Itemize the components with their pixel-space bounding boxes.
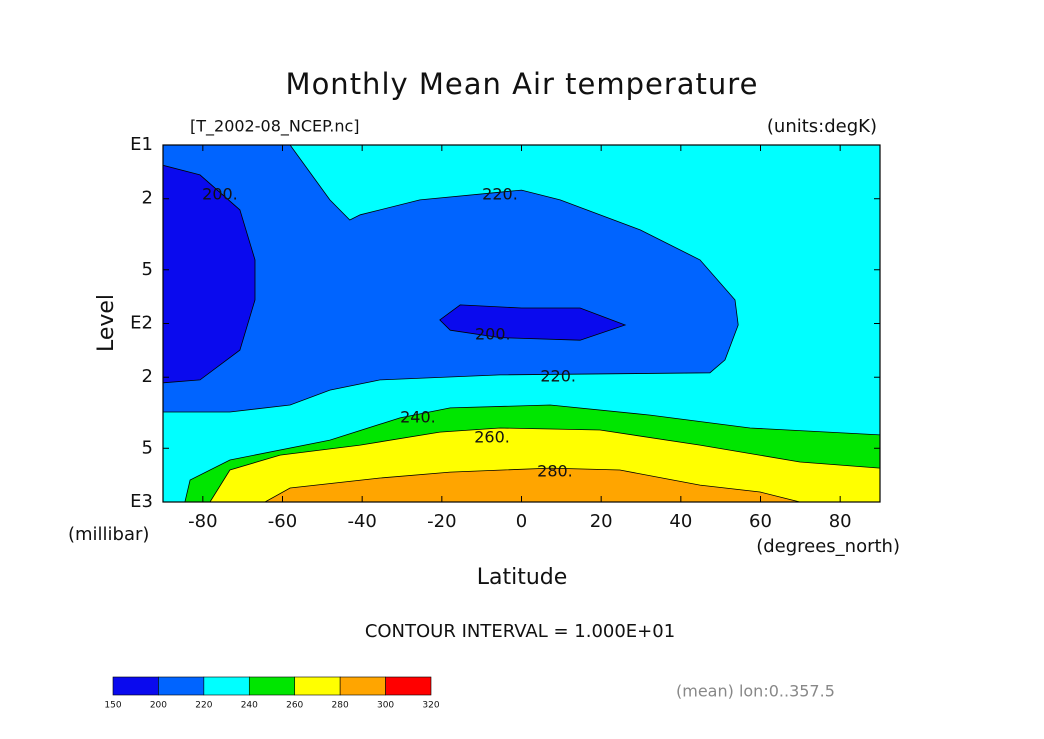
x-tick-label: 60 bbox=[749, 511, 772, 532]
colorbar-box bbox=[294, 676, 341, 696]
colorbar-box bbox=[203, 676, 250, 696]
y-unit: (millibar) bbox=[68, 524, 149, 545]
colorbar-label: 200 bbox=[150, 701, 167, 711]
colorbar-label: 150 bbox=[104, 701, 121, 711]
contour-fills bbox=[163, 145, 880, 502]
contour-region bbox=[163, 164, 256, 384]
x-tick-label: -80 bbox=[188, 511, 217, 532]
colorbar-label: 240 bbox=[241, 701, 258, 711]
contour-label: 200. bbox=[202, 184, 238, 203]
plot-area: 200. 220. 200. 220. 240. 260. 280. bbox=[162, 144, 881, 503]
colorbar-box bbox=[385, 676, 432, 696]
x-tick-label: 20 bbox=[590, 511, 613, 532]
colorbar-label: 220 bbox=[195, 701, 212, 711]
units: (units:degK) bbox=[767, 116, 877, 137]
contour-label: 220. bbox=[540, 367, 576, 386]
x-unit: (degrees_north) bbox=[756, 536, 900, 557]
y-tick-label: E3 bbox=[130, 491, 153, 512]
subtitle: [T_2002-08_NCEP.nc] bbox=[190, 117, 360, 137]
colorbar-label: 280 bbox=[332, 701, 349, 711]
y-tick-label: 5 bbox=[142, 259, 153, 280]
contour-interval: CONTOUR INTERVAL = 1.000E+01 bbox=[365, 621, 675, 642]
colorbar-box bbox=[339, 676, 386, 696]
x-tick-label: 0 bbox=[516, 511, 527, 532]
y-tick-label: E1 bbox=[130, 134, 153, 155]
y-tick-label: 2 bbox=[142, 188, 153, 209]
x-tick-label: -60 bbox=[268, 511, 297, 532]
x-tick-label: -40 bbox=[347, 511, 376, 532]
contour-region bbox=[163, 145, 739, 413]
colorbar-label: 320 bbox=[422, 701, 439, 711]
x-tick-label: -20 bbox=[427, 511, 456, 532]
x-axis-label: Latitude bbox=[477, 565, 568, 590]
contour-label: 260. bbox=[474, 427, 510, 446]
y-tick-label: 5 bbox=[142, 437, 153, 458]
colorbar-box bbox=[112, 676, 159, 696]
colorbar-box bbox=[248, 676, 296, 696]
contour-label: 280. bbox=[537, 462, 573, 481]
x-tick-label: 80 bbox=[829, 511, 852, 532]
contour-region bbox=[264, 467, 800, 502]
contour-label: 240. bbox=[400, 407, 436, 426]
colorbar-box bbox=[158, 676, 205, 696]
y-axis-label: Level bbox=[94, 294, 119, 352]
colorbar-label: 260 bbox=[286, 701, 303, 711]
note: (mean) lon:0..357.5 bbox=[676, 682, 835, 701]
x-tick-label: 40 bbox=[669, 511, 692, 532]
contour-label: 220. bbox=[482, 184, 518, 203]
chart-title: Monthly Mean Air temperature bbox=[286, 67, 759, 101]
colorbar-label: 300 bbox=[377, 701, 394, 711]
contour-region bbox=[439, 304, 627, 341]
y-tick-label: E2 bbox=[130, 313, 153, 334]
y-tick-label: 2 bbox=[142, 366, 153, 387]
contour-label: 200. bbox=[475, 325, 511, 344]
